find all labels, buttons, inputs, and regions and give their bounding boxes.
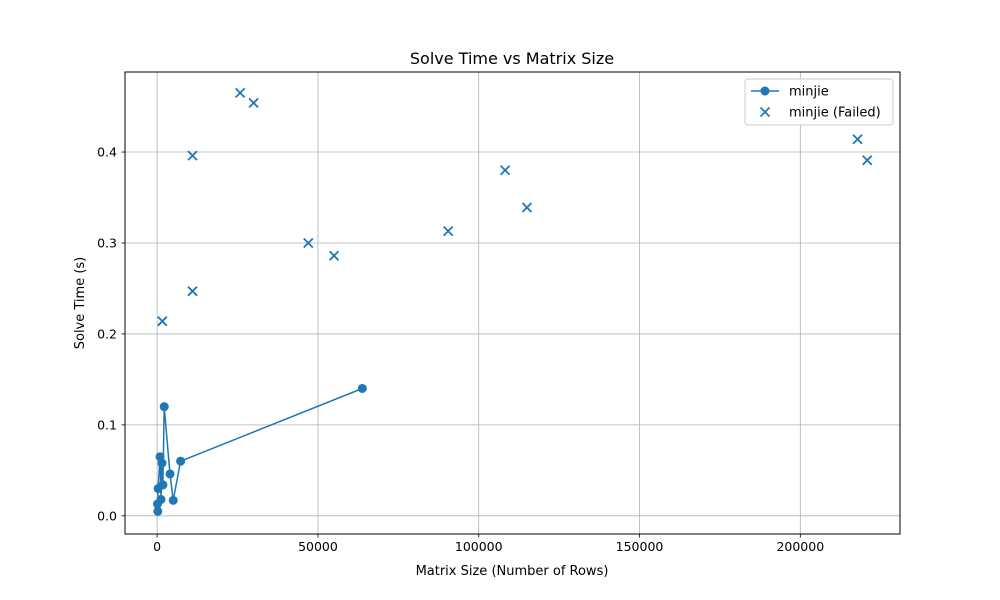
data-point	[153, 506, 163, 516]
x-tick-label: 200000	[776, 539, 824, 554]
y-tick-label: 0.2	[97, 326, 117, 341]
data-point	[176, 456, 186, 466]
chart-title: Solve Time vs Matrix Size	[410, 49, 614, 68]
failed-data-point	[521, 202, 533, 213]
legend-label-minjie: minjie	[789, 85, 829, 100]
data-point	[157, 458, 167, 468]
data-point	[158, 480, 168, 490]
failed-data-point	[187, 150, 198, 161]
failed-data-point	[157, 316, 168, 327]
plot-area-frame	[124, 71, 901, 535]
y-tick-label: 0.0	[97, 508, 117, 523]
data-point	[159, 402, 169, 412]
failed-data-point	[328, 250, 340, 261]
legend-label-minjie-failed: minjie (Failed)	[789, 106, 881, 121]
failed-data-point	[862, 155, 873, 166]
data-point	[156, 494, 166, 504]
legend-x-marker	[759, 106, 771, 118]
y-tick-label: 0.1	[97, 417, 117, 432]
data-point	[357, 383, 367, 393]
x-tick-label: 50000	[298, 539, 338, 554]
legend-box	[744, 78, 894, 126]
legend: minjie minjie (Failed)	[744, 78, 894, 126]
grid-lines	[125, 72, 900, 534]
failed-data-point	[303, 237, 314, 249]
failed-data-point	[234, 87, 246, 99]
x-axis-title: Matrix Size (Number of Rows)	[416, 564, 609, 579]
data-series	[152, 87, 873, 516]
x-tick-label: 0	[153, 539, 161, 554]
failed-data-point	[248, 97, 259, 109]
failed-data-point	[443, 226, 454, 237]
failed-data-point	[187, 286, 198, 297]
x-tick-label: 100000	[455, 539, 503, 554]
y-tick-label: 0.3	[97, 235, 117, 250]
data-point	[165, 469, 175, 479]
failed-data-point	[852, 134, 863, 145]
y-tick-label: 0.4	[97, 145, 117, 160]
failed-data-point	[499, 165, 511, 176]
axis-ticks: 0 50000 100000 150000 200000 0.0 0.1 0.2 0.3 0.4	[97, 145, 824, 554]
x-tick-label: 150000	[616, 539, 664, 554]
legend-circle-marker	[760, 86, 770, 96]
data-point	[168, 495, 178, 505]
y-axis-title: Solve Time (s)	[73, 257, 88, 350]
